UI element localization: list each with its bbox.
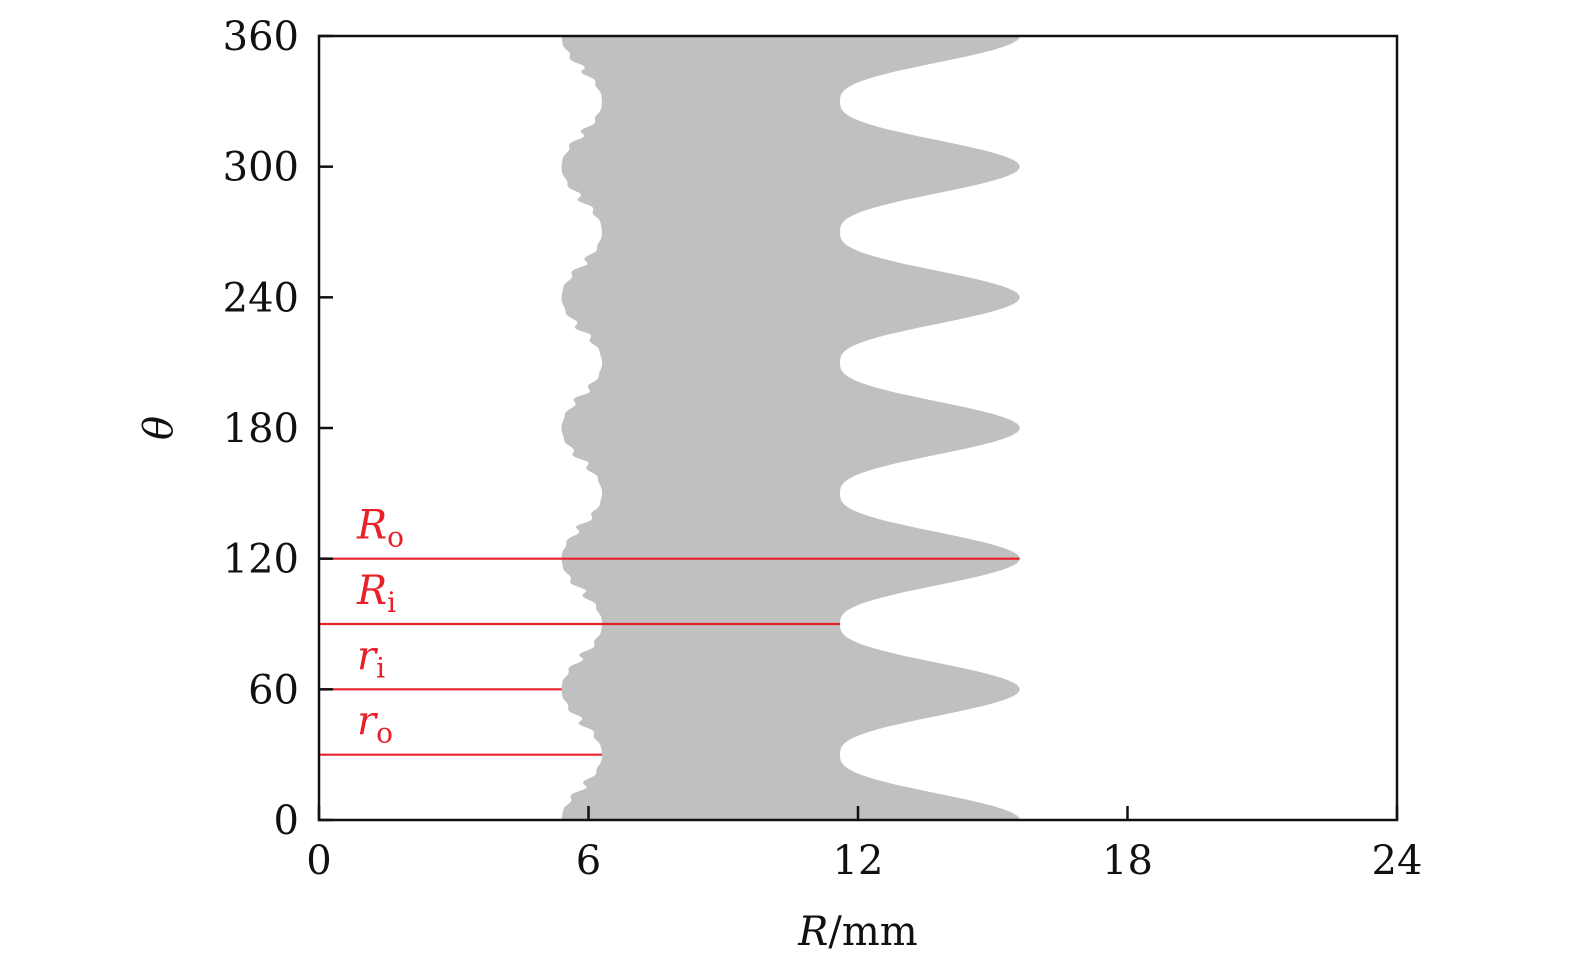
reference-label-symbol: r [357,699,379,745]
reference-label-Ri: Ri [356,568,396,619]
region-layer [561,36,1020,820]
reference-label-subscript: i [376,651,385,684]
x-tick-label: 18 [1102,838,1153,884]
reference-label-symbol: r [357,633,379,679]
reference-label-ri: ri [357,633,385,684]
reference-label-ro: ro [357,699,393,750]
y-axis-label: θ [136,416,182,440]
reference-label-symbol: R [356,503,387,549]
y-tick-label: 0 [274,798,299,844]
x-axis-label: R/mm [797,909,917,955]
reference-label-subscript: o [376,717,393,750]
x-tick-label: 6 [576,838,601,884]
reference-label-Ro: Ro [356,503,404,554]
x-axis-label-symbol: R [797,909,828,955]
y-tick-label: 360 [223,14,299,60]
reference-label-subscript: o [387,521,404,554]
y-tick-label: 180 [223,406,299,452]
y-tick-label: 120 [223,537,299,583]
y-tick-label: 300 [223,145,299,191]
y-tick-label: 240 [223,275,299,321]
gray-region [561,36,1020,820]
reference-label-symbol: R [356,568,387,614]
x-tick-label: 0 [306,838,331,884]
reference-label-subscript: i [387,586,396,619]
x-axis-label-unit: /mm [828,909,917,955]
x-tick-label: 24 [1372,838,1423,884]
y-tick-label: 60 [248,667,299,713]
x-tick-label: 12 [833,838,884,884]
